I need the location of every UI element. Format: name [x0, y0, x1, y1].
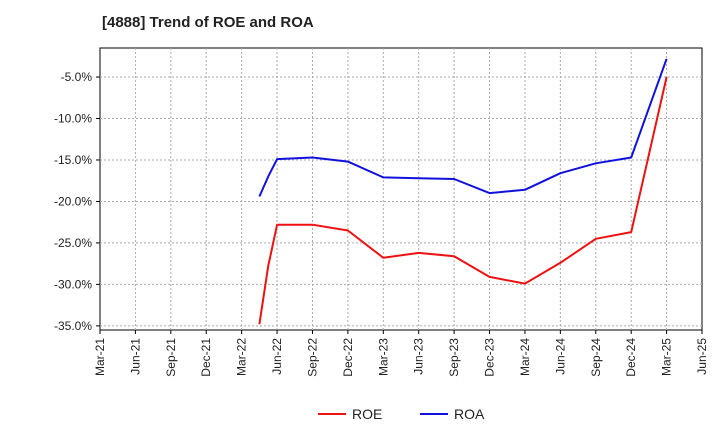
- x-tick-label: Mar-24: [518, 338, 532, 376]
- y-tick-label: -10.0%: [54, 112, 92, 126]
- x-tick-label: Dec-23: [483, 338, 497, 377]
- x-tick-label: Mar-21: [93, 338, 107, 376]
- y-tick-label: -15.0%: [54, 153, 92, 167]
- axis-ticks: Mar-21 Jun-21 Sep-21 Dec-21 Mar-22 Jun-22 Sep-…: [54, 70, 709, 377]
- y-tick-label: -30.0%: [54, 277, 92, 291]
- series-line-roe: [258, 76, 668, 325]
- legend-label-roe: ROE: [352, 406, 382, 422]
- x-tick-label: Mar-25: [660, 338, 674, 376]
- series-line-roa: [258, 58, 668, 197]
- y-tick-label: -25.0%: [54, 236, 92, 250]
- y-tick-label: -5.0%: [61, 70, 93, 84]
- x-tick-label: Jun-22: [270, 338, 284, 375]
- series-lines: [258, 58, 668, 325]
- legend: ROE ROA: [318, 406, 485, 422]
- x-tick-label: Sep-24: [589, 338, 603, 377]
- x-tick-label: Dec-24: [624, 338, 638, 377]
- legend-label-roa: ROA: [454, 406, 485, 422]
- plot-area: [99, 47, 703, 331]
- x-tick-label: Sep-22: [305, 338, 319, 377]
- x-tick-label: Jun-24: [553, 338, 567, 375]
- chart-title: [4888] Trend of ROE and ROA: [102, 14, 314, 31]
- x-tick-label: Sep-21: [164, 338, 178, 377]
- y-tick-label: -20.0%: [54, 194, 92, 208]
- x-tick-label: Dec-22: [341, 338, 355, 377]
- x-tick-label: Sep-23: [447, 338, 461, 377]
- x-tick-label: Jun-21: [128, 338, 142, 375]
- x-tick-label: Dec-21: [199, 338, 213, 377]
- x-tick-label: Jun-23: [412, 338, 426, 375]
- x-tick-label: Mar-22: [235, 338, 249, 376]
- x-tick-label: Mar-23: [376, 338, 390, 376]
- x-tick-label: Jun-25: [695, 338, 709, 375]
- y-tick-label: -35.0%: [54, 319, 92, 333]
